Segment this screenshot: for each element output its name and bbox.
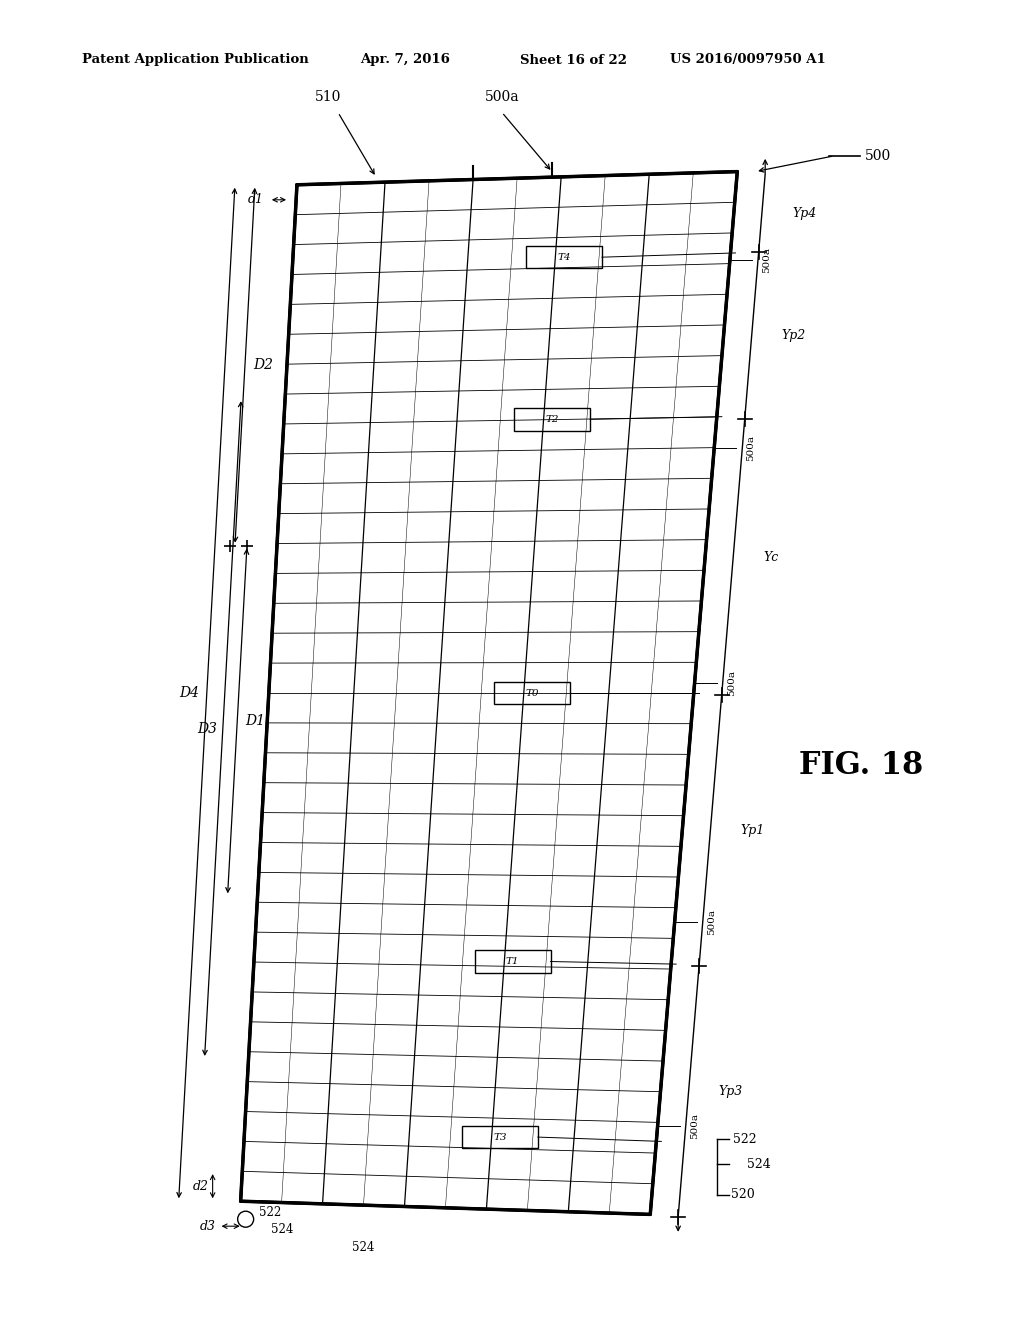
Text: D2: D2 — [253, 358, 273, 372]
Text: T1: T1 — [506, 957, 519, 966]
Text: Patent Application Publication: Patent Application Publication — [82, 54, 309, 66]
Text: Yp2: Yp2 — [781, 329, 806, 342]
Text: Yp4: Yp4 — [792, 206, 816, 219]
Text: T4: T4 — [557, 252, 570, 261]
Text: 500a: 500a — [746, 436, 756, 461]
Text: Sheet 16 of 22: Sheet 16 of 22 — [520, 54, 627, 66]
Text: 500a: 500a — [727, 669, 735, 696]
Text: 524: 524 — [746, 1158, 770, 1171]
Text: D3: D3 — [197, 722, 217, 735]
Text: 500a: 500a — [762, 247, 771, 273]
Text: FIG. 18: FIG. 18 — [799, 750, 923, 781]
Text: d2: d2 — [193, 1180, 209, 1193]
Text: 510: 510 — [314, 90, 341, 104]
Bar — [462, 1126, 538, 1148]
Text: 520: 520 — [731, 1188, 755, 1201]
Text: Yc: Yc — [763, 550, 778, 564]
Bar — [514, 408, 590, 430]
Bar — [495, 682, 570, 704]
Text: 500a: 500a — [484, 90, 519, 104]
Text: T3: T3 — [494, 1133, 507, 1142]
Text: T0: T0 — [525, 689, 539, 697]
Text: d1: d1 — [248, 193, 264, 206]
Text: 500: 500 — [865, 149, 892, 162]
Text: D4: D4 — [179, 686, 199, 700]
Bar — [526, 246, 602, 268]
Text: 500a: 500a — [707, 909, 716, 936]
Text: Yp3: Yp3 — [719, 1085, 742, 1098]
Text: 524: 524 — [270, 1224, 293, 1237]
Text: Yp1: Yp1 — [740, 825, 765, 837]
Text: Apr. 7, 2016: Apr. 7, 2016 — [360, 54, 450, 66]
Text: d3: d3 — [200, 1220, 216, 1233]
Text: US 2016/0097950 A1: US 2016/0097950 A1 — [670, 54, 825, 66]
Text: 522: 522 — [733, 1133, 757, 1146]
Text: 500a: 500a — [689, 1113, 698, 1139]
Text: T2: T2 — [546, 414, 559, 424]
Text: D1: D1 — [246, 714, 265, 727]
Bar — [475, 950, 551, 973]
Text: 522: 522 — [259, 1206, 281, 1220]
Text: 524: 524 — [352, 1241, 375, 1254]
